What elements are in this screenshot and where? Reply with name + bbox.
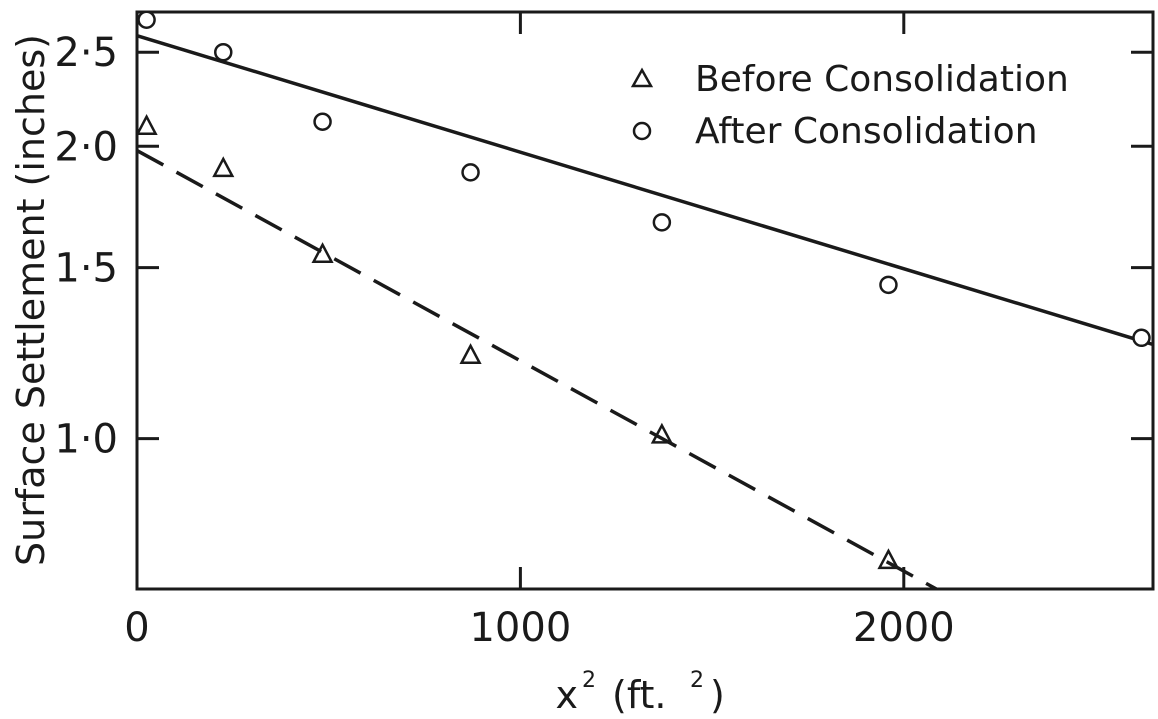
x-tick-label: 2000 bbox=[853, 605, 955, 651]
y-tick-label: 2·0 bbox=[54, 124, 118, 170]
point-after-consolidation bbox=[313, 112, 332, 131]
y-tick-label: 1·5 bbox=[54, 246, 118, 292]
y-tick-label: 1·0 bbox=[54, 417, 118, 463]
point-after-consolidation bbox=[137, 10, 156, 29]
point-before-consolidation bbox=[212, 156, 235, 178]
plot-frame bbox=[135, 10, 1155, 591]
y-tick-label: 2·5 bbox=[54, 30, 118, 76]
point-before-consolidation bbox=[459, 343, 482, 364]
legend-label-after: After Consolidation bbox=[695, 111, 1038, 152]
x-axis-title-close: ) bbox=[710, 673, 725, 714]
point-after-consolidation bbox=[879, 275, 898, 295]
x-axis-title-unit-sup: 2 bbox=[690, 668, 704, 693]
fit-lines bbox=[136, 33, 1154, 591]
point-after-consolidation bbox=[214, 42, 233, 62]
y-axis-title: Surface Settlement (inches) bbox=[9, 34, 53, 566]
x-axis-title: x 2 (ft. 2 ) bbox=[556, 668, 725, 717]
point-after-consolidation bbox=[652, 213, 672, 232]
point-before-consolidation bbox=[877, 548, 900, 570]
x-axis-title-unit: (ft. bbox=[612, 673, 667, 714]
legend-circle-marker bbox=[632, 121, 652, 141]
legend-triangle-marker bbox=[630, 67, 654, 88]
axis-ticks bbox=[135, 12, 1153, 589]
x-tick-label: 1000 bbox=[469, 605, 571, 651]
legend-label-before: Before Consolidation bbox=[695, 59, 1069, 100]
point-before-consolidation bbox=[311, 242, 334, 264]
legend: Before Consolidation After Consolidation bbox=[630, 59, 1069, 152]
point-before-consolidation bbox=[650, 422, 673, 444]
point-after-consolidation bbox=[1132, 328, 1151, 348]
x-tick-label: 0 bbox=[124, 605, 149, 651]
fit-line-after bbox=[136, 33, 1154, 347]
point-after-consolidation bbox=[461, 163, 480, 182]
fit-line-before bbox=[136, 148, 938, 591]
x-axis-title-var: x bbox=[556, 673, 579, 714]
point-before-consolidation bbox=[135, 114, 158, 135]
data-points bbox=[135, 10, 1151, 570]
x-axis-title-var-sup: 2 bbox=[582, 668, 596, 693]
